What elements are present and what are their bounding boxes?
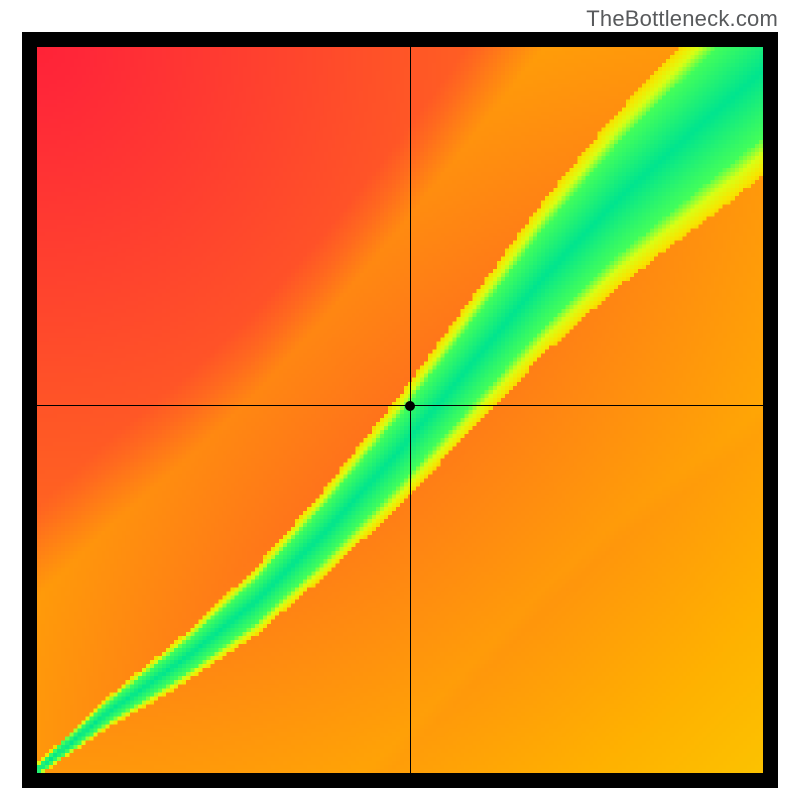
heatmap-canvas [37,47,763,773]
heatmap-canvas-wrap [37,47,763,773]
crosshair-horizontal [37,405,763,406]
watermark-text: TheBottleneck.com [586,6,778,32]
chart-frame [22,32,778,788]
